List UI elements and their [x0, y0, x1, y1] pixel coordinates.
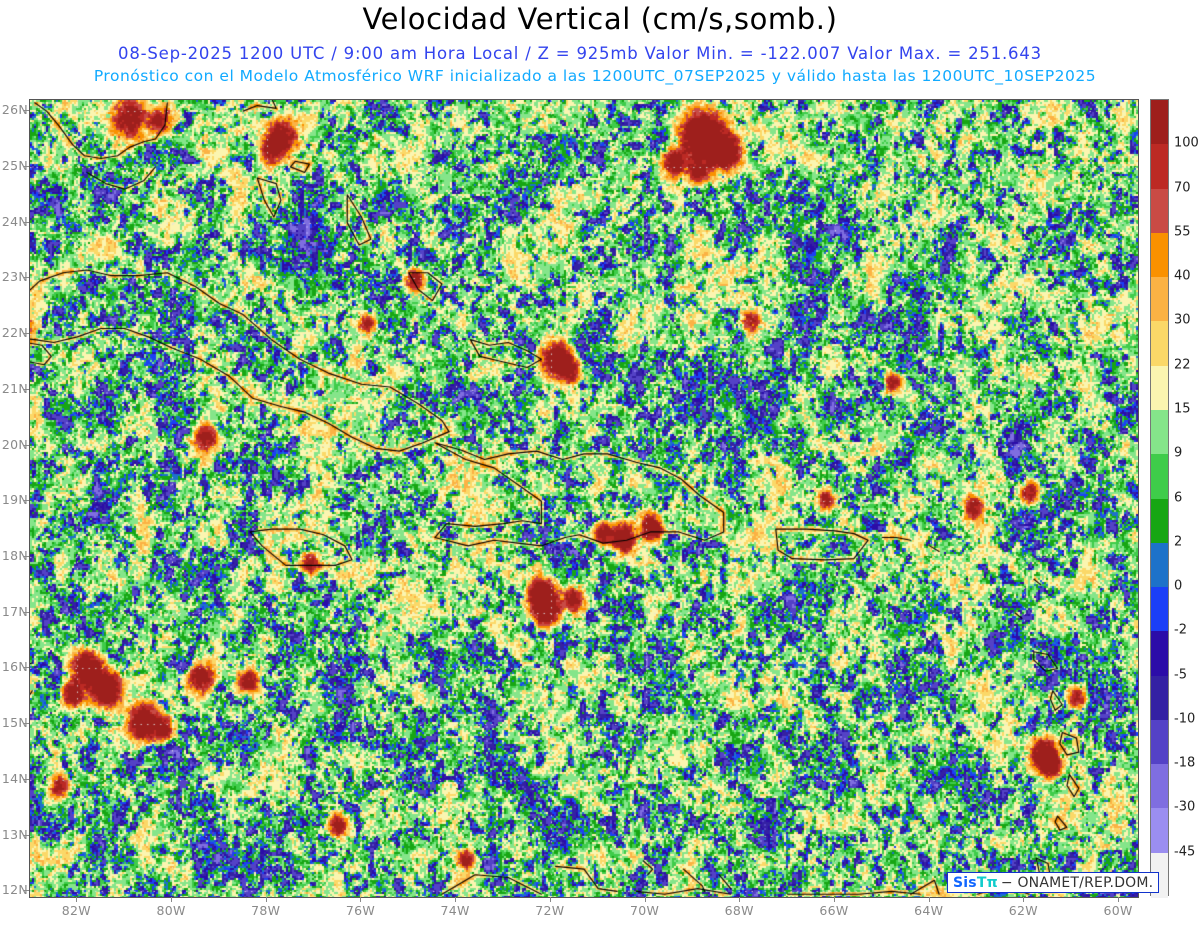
colorbar-tick-label: 40 [1174, 268, 1191, 284]
colorbar-band [1151, 365, 1168, 411]
lat-tick-label: 17N [1, 603, 28, 619]
map-plot-area[interactable] [29, 99, 1139, 898]
lon-tick-label: 62W [1008, 903, 1038, 918]
colorbar-band [1151, 409, 1168, 455]
lat-tick-label: 13N [1, 826, 28, 842]
colorbar-band [1151, 719, 1168, 765]
lat-tick-mark [24, 778, 29, 780]
colorbar-band [1151, 587, 1168, 632]
lat-tick-label: 25N [1, 157, 28, 173]
colorbar-tick-label: 70 [1174, 180, 1191, 196]
lon-tick-label: 76W [345, 903, 376, 918]
lat-tick-mark [24, 723, 29, 725]
lat-tick-label: 15N [1, 715, 28, 731]
lon-tick-mark [739, 897, 741, 902]
lat-tick-mark [24, 667, 29, 669]
lat-tick-label: 14N [1, 770, 28, 786]
lat-tick-label: 20N [1, 436, 28, 452]
lon-tick-label: 64W [914, 903, 944, 918]
lat-tick-label: 19N [1, 492, 28, 508]
colorbar-band [1151, 498, 1168, 544]
colorbar-band [1151, 232, 1168, 278]
lon-tick-mark [833, 897, 835, 902]
colorbar-tick-label: 30 [1174, 312, 1191, 328]
colorbar-tick-label: -45 [1174, 844, 1196, 860]
lat-tick-label: 18N [1, 548, 28, 564]
lat-tick-label: 24N [1, 213, 28, 229]
colorbar-tick-label: -2 [1174, 622, 1187, 638]
lat-tick-mark [24, 388, 29, 390]
lat-tick-mark [24, 110, 29, 112]
credit-logo-box: Sis Tπ − ONAMET/REP.DOM. [947, 872, 1160, 893]
colorbar-band [1151, 675, 1168, 721]
lat-tick-mark [24, 333, 29, 335]
lat-tick-mark [24, 834, 29, 836]
colorbar-tick-label: 6 [1174, 490, 1183, 505]
lat-tick-mark [24, 611, 29, 613]
lon-tick-label: 74W [440, 903, 470, 918]
lon-tick-mark [76, 897, 78, 902]
lon-tick-label: 68W [724, 903, 754, 918]
colorbar-band [1151, 764, 1168, 810]
title-block: Velocidad Vertical (cm/s,somb.) 08-Sep-2… [0, 0, 1200, 92]
colorbar-band [1151, 144, 1168, 190]
lat-tick-mark [24, 890, 29, 892]
colorbar-band [1151, 454, 1168, 500]
colorbar-tick-label: 0 [1174, 578, 1183, 594]
colorbar-tick-label: -5 [1174, 667, 1187, 683]
colorbar-tick-label: -30 [1174, 799, 1196, 815]
colorbar-tick-label: 15 [1174, 401, 1191, 417]
lon-tick-mark [928, 897, 930, 902]
subtitle-model-info: Pronóstico con el Modelo Atmosférico WRF… [93, 67, 1097, 85]
colorbar-band [1151, 808, 1168, 854]
lon-tick-mark [171, 897, 173, 902]
colorbar [1150, 99, 1169, 898]
colorbar-band [1151, 631, 1168, 677]
lat-tick-mark [24, 165, 29, 167]
lat-tick-label: 23N [1, 269, 28, 285]
lat-tick-label: 16N [1, 659, 28, 675]
lon-tick-mark [1023, 897, 1025, 902]
vertical-velocity-heatmap[interactable] [30, 100, 1138, 897]
colorbar-tick-label: -18 [1174, 755, 1196, 771]
colorbar-tick-label: 9 [1174, 445, 1183, 461]
lat-tick-mark [24, 277, 29, 279]
lat-tick-mark [24, 500, 29, 502]
lat-tick-label: 26N [1, 102, 28, 118]
colorbar-band [1151, 321, 1168, 367]
lon-tick-label: 82W [61, 903, 91, 918]
lon-tick-mark [1118, 897, 1120, 902]
colorbar-band [1151, 100, 1168, 145]
lat-tick-label: 21N [1, 380, 28, 396]
lon-tick-mark [265, 897, 267, 902]
colorbar-tick-label: 55 [1174, 224, 1191, 240]
colorbar-tick-label: 2 [1174, 534, 1183, 550]
subtitle-run-info: 08-Sep-2025 1200 UTC / 9:00 am Hora Loca… [118, 44, 1042, 63]
lon-tick-label: 72W [535, 903, 565, 918]
credit-agency-text: − ONAMET/REP.DOM. [1000, 874, 1154, 891]
logo-sis-text: Sis [953, 874, 977, 891]
lon-tick-label: 80W [156, 903, 186, 918]
colorbar-band [1151, 188, 1168, 234]
lon-tick-mark [549, 897, 551, 902]
lat-tick-label: 22N [1, 325, 28, 341]
lon-tick-mark [360, 897, 362, 902]
colorbar-band [1151, 277, 1168, 322]
lat-tick-mark [24, 221, 29, 223]
lat-tick-mark [24, 444, 29, 446]
lon-tick-label: 66W [819, 903, 849, 918]
page-title: Velocidad Vertical (cm/s,somb.) [362, 2, 838, 36]
lon-tick-mark [455, 897, 457, 902]
colorbar-band [1151, 542, 1168, 588]
lon-tick-mark [644, 897, 646, 902]
lat-tick-label: 12N [1, 882, 28, 898]
logo-tpi-text: Tπ [976, 874, 998, 891]
colorbar-tick-label: 100 [1174, 135, 1199, 151]
colorbar-tick-label: 22 [1174, 357, 1191, 373]
lon-tick-label: 78W [251, 903, 281, 918]
colorbar-tick-label: -10 [1174, 711, 1196, 727]
lon-tick-label: 70W [629, 903, 660, 918]
lon-tick-label: 60W [1103, 903, 1133, 918]
lat-tick-mark [24, 556, 29, 558]
